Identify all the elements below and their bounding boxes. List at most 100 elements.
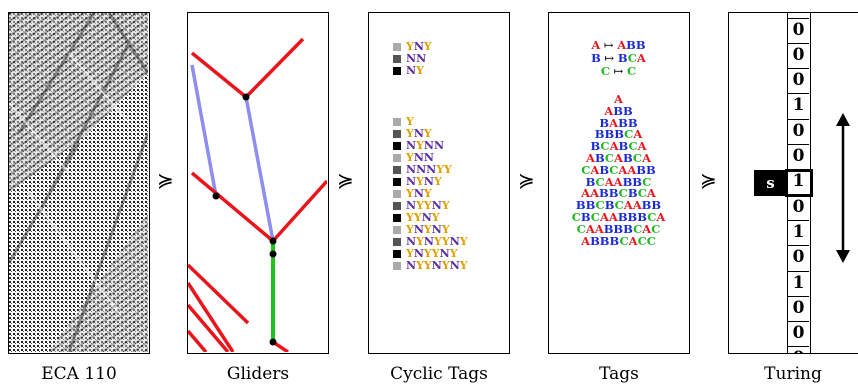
tag-step: CBCAABBBCA <box>571 209 666 224</box>
turing-head: s <box>754 170 787 196</box>
cyclic-tag-word: NYYNYNY <box>406 259 468 272</box>
tape-cell: 0 <box>788 69 809 95</box>
tape-cell: 0 <box>788 44 809 70</box>
tag-rule: B ↦ BCA <box>591 51 646 65</box>
tape-cell: 0 <box>788 196 809 221</box>
tape-cell-partial: 0 <box>788 347 809 353</box>
cyclic-tag-word: NYYNY <box>406 199 450 212</box>
tape-cell: 0 <box>788 322 809 348</box>
cyclic-tag-step: NYNN <box>393 140 468 152</box>
succ-symbol-3: ≽ <box>518 168 535 192</box>
turing-head-state: s <box>766 174 775 192</box>
tag-step: BBBCA <box>594 127 643 142</box>
cyclic-tag-word: YNY <box>406 40 432 53</box>
cyclic-tag-step: YYNY <box>393 212 468 224</box>
cyclic-tag-rule: YNY <box>393 41 432 53</box>
succ-symbol-4: ≽ <box>700 168 717 192</box>
cyclic-tag-word: YNN <box>406 151 434 164</box>
caption-gliders: Gliders <box>226 364 290 384</box>
glider-collision-point <box>212 192 220 200</box>
cyclic-tag-step: NYYNY <box>393 200 468 212</box>
cyclic-tag-step: NYNY <box>393 176 468 188</box>
gliders-panel <box>187 12 329 354</box>
glider-collision-point <box>242 93 250 101</box>
cyclic-tag-word: NYNN <box>406 139 445 152</box>
shade-marker <box>393 190 401 198</box>
cyclic-tags-panel: YNY NN NY Y YNY NYNN YNN NNNYY NYNY YNY NYYNY YYNY… <box>368 12 510 354</box>
tape-cell: 1 <box>788 272 809 297</box>
cyclic-tag-step: NYYNYNY <box>393 260 468 272</box>
cyclic-tag-word: NY <box>406 64 424 77</box>
cyclic-tag-step: YNN <box>393 152 468 164</box>
tag-step: BCABCA <box>590 139 647 154</box>
shade-marker <box>393 55 401 63</box>
glider-collision-point <box>269 237 277 245</box>
tag-trace: A ABB BABB BBBCA BCABCA ABCABCA CABCAABB BCAABB… <box>549 92 688 248</box>
tape-cell: 0 <box>788 246 809 272</box>
tape-cell: 1 <box>788 94 809 120</box>
cyclic-tag-step: YNY <box>393 128 468 140</box>
shade-marker <box>393 118 401 126</box>
tag-step: BCAABBC <box>585 174 652 189</box>
tape-cell-partial: 0 <box>788 13 809 19</box>
shade-marker <box>393 154 401 162</box>
shade-marker <box>393 250 401 258</box>
cyclic-tag-word: Y <box>406 115 414 128</box>
eca110-panel <box>8 12 150 354</box>
tape-cell: 0 <box>788 120 809 146</box>
tape-cell: 0 <box>788 19 809 44</box>
cyclic-tag-step: NYNYYNY <box>393 236 468 248</box>
cyclic-tag-step: YNYNY <box>393 224 468 236</box>
shade-marker <box>393 262 401 270</box>
cyclic-tag-word: YNY <box>406 187 432 200</box>
tag-step: BABB <box>599 115 638 130</box>
caption-turing: Turing <box>764 364 822 384</box>
cyclic-tag-step: NNNYY <box>393 164 468 176</box>
turing-panel: 000100101010000 s <box>728 12 858 354</box>
tag-rules: A ↦ ABB B ↦ BCA C ↦ C <box>549 39 688 78</box>
tag-rule: C ↦ C <box>600 64 637 78</box>
shade-marker <box>393 166 401 174</box>
shade-marker <box>393 178 401 186</box>
shade-marker <box>393 130 401 138</box>
shade-marker <box>393 142 401 150</box>
tag-step: ABBBCACC <box>581 233 656 248</box>
tag-step: ABB <box>604 103 633 118</box>
shade-marker <box>393 202 401 210</box>
cyclic-tag-word: NNNYY <box>406 163 452 176</box>
cyclic-tag-trace: Y YNY NYNN YNN NNNYY NYNY YNY NYYNY YYNY YNYNY NYN… <box>393 116 468 272</box>
tag-step: BBCBCAABB <box>575 198 662 213</box>
succ-symbol-2: ≽ <box>337 168 354 192</box>
tag-step: A <box>614 92 623 106</box>
caption-tags: Tags <box>599 364 639 384</box>
cyclic-tag-rule: NN <box>393 53 432 65</box>
shade-marker <box>393 43 401 51</box>
cyclic-tag-rules: YNY NN NY <box>393 41 432 77</box>
shade-marker <box>393 214 401 222</box>
cyclic-tag-word: YNYYNY <box>406 247 458 260</box>
tag-step: CAABBBCAC <box>576 221 661 236</box>
tag-step: CABCAABB <box>581 162 656 177</box>
tape-cell: 1 <box>788 221 809 247</box>
cyclic-tag-step: YNYYNY <box>393 248 468 260</box>
cyclic-tag-word: YYNY <box>406 211 440 224</box>
cyclic-tag-word: YNY <box>406 127 432 140</box>
cyclic-tag-word: NN <box>406 52 427 65</box>
shade-marker <box>393 238 401 246</box>
shade-marker <box>393 67 401 75</box>
tag-step: AABBCBCA <box>581 186 656 201</box>
tape-cell: 0 <box>788 297 809 323</box>
cyclic-tag-rule: NY <box>393 65 432 77</box>
tag-rule: A ↦ ABB <box>591 38 646 52</box>
turing-head-frame <box>785 169 813 197</box>
gliders-diagram <box>188 37 327 352</box>
caption-eca110: ECA 110 <box>41 364 117 384</box>
tag-step: ABCABCA <box>586 150 651 165</box>
succ-symbol-1: ≽ <box>157 168 174 192</box>
eca110-automaton-pattern <box>9 13 148 352</box>
cyclic-tag-word: NYNYYNY <box>406 235 468 248</box>
tape-movement-arrow <box>836 113 850 263</box>
tape-cell: 0 <box>788 145 809 171</box>
tags-panel: A ↦ ABB B ↦ BCA C ↦ C A ABB BABB BBBCA BCABCA A… <box>548 12 690 354</box>
shade-marker <box>393 226 401 234</box>
